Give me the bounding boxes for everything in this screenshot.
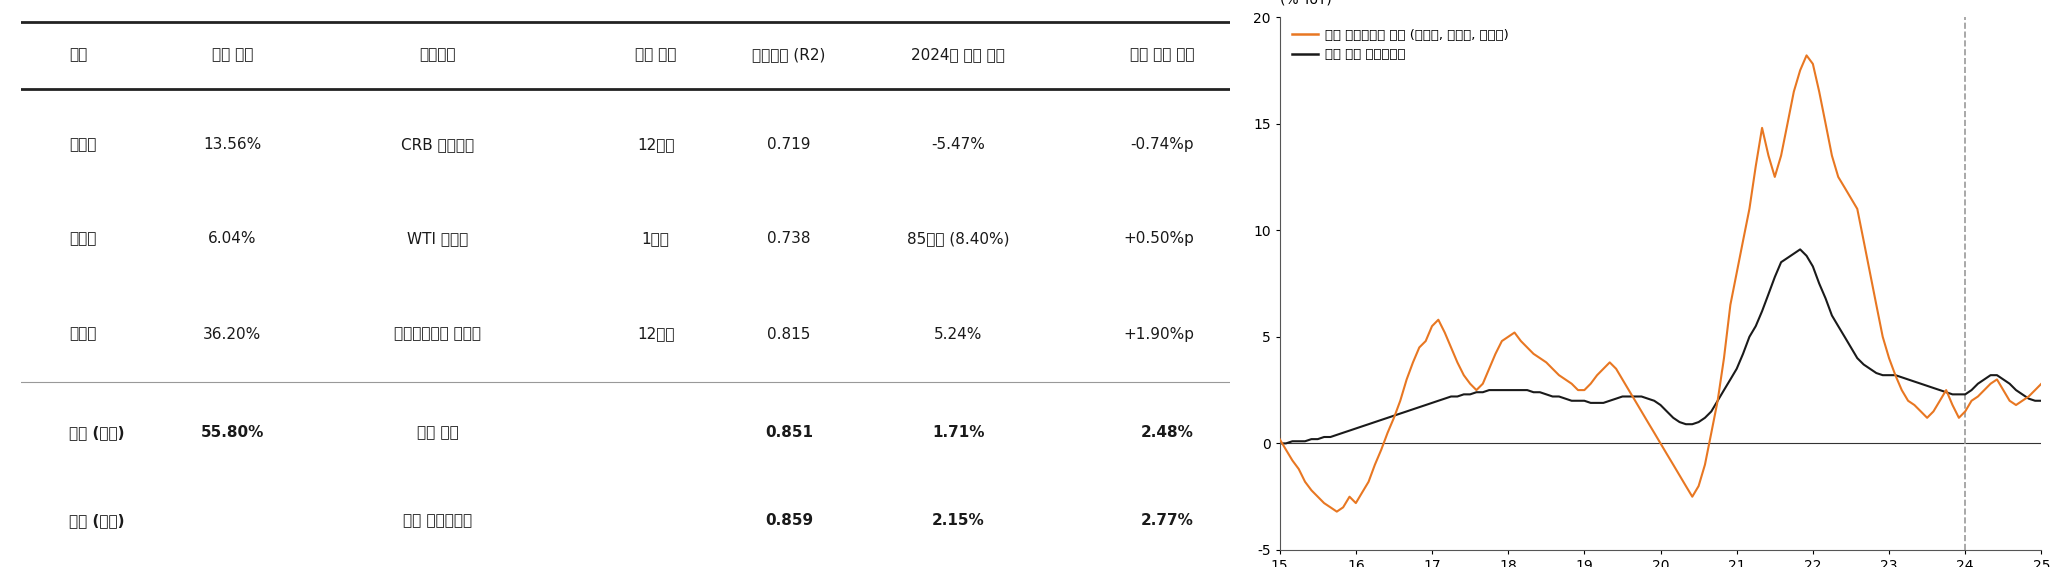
Text: 0.719: 0.719 bbox=[767, 137, 810, 153]
Text: -0.74%p: -0.74%p bbox=[1130, 137, 1194, 153]
Text: +0.50%p: +0.50%p bbox=[1124, 231, 1194, 246]
Text: CRB 곡물지수: CRB 곡물지수 bbox=[402, 137, 474, 153]
Text: -5.47%: -5.47% bbox=[932, 137, 986, 153]
Text: 2.48%: 2.48% bbox=[1140, 425, 1194, 440]
Text: 추정 (전체): 추정 (전체) bbox=[68, 425, 124, 440]
Text: 2.15%: 2.15% bbox=[932, 513, 984, 528]
Text: 1.71%: 1.71% bbox=[932, 425, 984, 440]
Text: 추정 (근원): 추정 (근원) bbox=[68, 513, 124, 528]
Text: 13.56%: 13.56% bbox=[204, 137, 262, 153]
Text: 1개월: 1개월 bbox=[641, 231, 670, 246]
Text: 물가 시차: 물가 시차 bbox=[635, 47, 676, 62]
Text: 전체 소비자물가: 전체 소비자물가 bbox=[404, 513, 472, 528]
Text: WTI 근월물: WTI 근월물 bbox=[408, 231, 468, 246]
Text: 5.24%: 5.24% bbox=[934, 327, 982, 342]
Text: 0.859: 0.859 bbox=[765, 513, 812, 528]
Text: 6.04%: 6.04% bbox=[208, 231, 256, 246]
Text: 2024년 연간 전망: 2024년 연간 전망 bbox=[911, 47, 1004, 62]
Text: 선행지표: 선행지표 bbox=[421, 47, 456, 62]
Text: 0.738: 0.738 bbox=[767, 231, 810, 246]
Text: 55.80%: 55.80% bbox=[200, 425, 264, 440]
Text: 결정계수 (R2): 결정계수 (R2) bbox=[753, 47, 825, 62]
Text: 전미주택가격 상승률: 전미주택가격 상승률 bbox=[394, 327, 483, 342]
Legend: 미국 소비자물가 추정 (농산물, 에너지, 주거비), 미국 전체 소비자물가: 미국 소비자물가 추정 (농산물, 에너지, 주거비), 미국 전체 소비자물가 bbox=[1287, 24, 1514, 67]
Text: (% YoY): (% YoY) bbox=[1281, 0, 1332, 6]
Text: 가중 평균: 가중 평균 bbox=[417, 425, 460, 440]
Text: 물가 비중: 물가 비중 bbox=[212, 47, 254, 62]
Text: 식료품: 식료품 bbox=[68, 137, 97, 153]
Text: 36.20%: 36.20% bbox=[204, 327, 262, 342]
Text: 미국 물가 영향: 미국 물가 영향 bbox=[1130, 47, 1194, 62]
Text: 0.851: 0.851 bbox=[765, 425, 812, 440]
Text: +1.90%p: +1.90%p bbox=[1124, 327, 1194, 342]
Text: 주거비: 주거비 bbox=[68, 327, 97, 342]
Text: 구성: 구성 bbox=[68, 47, 87, 62]
Text: 12개월: 12개월 bbox=[637, 327, 674, 342]
Text: 12개월: 12개월 bbox=[637, 137, 674, 153]
Text: 85달러 (8.40%): 85달러 (8.40%) bbox=[907, 231, 1010, 246]
Text: 2.77%: 2.77% bbox=[1140, 513, 1194, 528]
Text: 에너지: 에너지 bbox=[68, 231, 97, 246]
Text: 0.815: 0.815 bbox=[767, 327, 810, 342]
